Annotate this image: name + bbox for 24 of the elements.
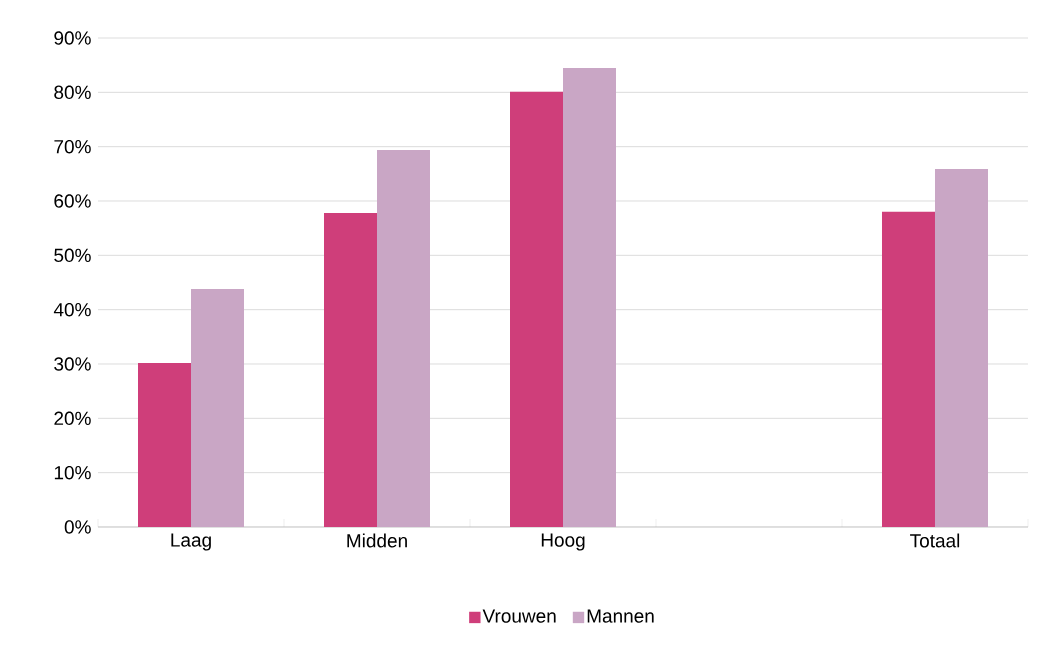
bar xyxy=(377,149,430,527)
x-tick-label: Laag xyxy=(171,533,211,551)
y-tick-label: 80% xyxy=(54,85,91,100)
y-tick-label: 90% xyxy=(54,31,91,45)
bar xyxy=(563,67,616,527)
bar xyxy=(510,91,563,527)
bar xyxy=(934,168,988,527)
bar xyxy=(191,289,244,527)
x-tick-label: Hoog xyxy=(541,533,585,551)
y-tick-label: 10% xyxy=(54,465,91,480)
y-tick-label: 70% xyxy=(54,139,91,154)
bar xyxy=(138,362,191,527)
y-tick-label: 40% xyxy=(53,302,91,317)
bar xyxy=(881,211,935,527)
x-tick-label: Midden xyxy=(347,533,407,548)
y-tick-label: 30% xyxy=(54,357,91,371)
y-tick-label: 50% xyxy=(54,248,91,263)
legend-label: Vrouwen xyxy=(482,609,556,623)
y-tick-label: 60% xyxy=(54,194,91,208)
bar xyxy=(324,212,377,527)
y-tick-label: 20% xyxy=(54,411,91,426)
y-tick-label: 0% xyxy=(64,520,91,534)
x-tick-label: Totaal xyxy=(910,533,960,548)
legend-label: Mannen xyxy=(587,609,654,623)
